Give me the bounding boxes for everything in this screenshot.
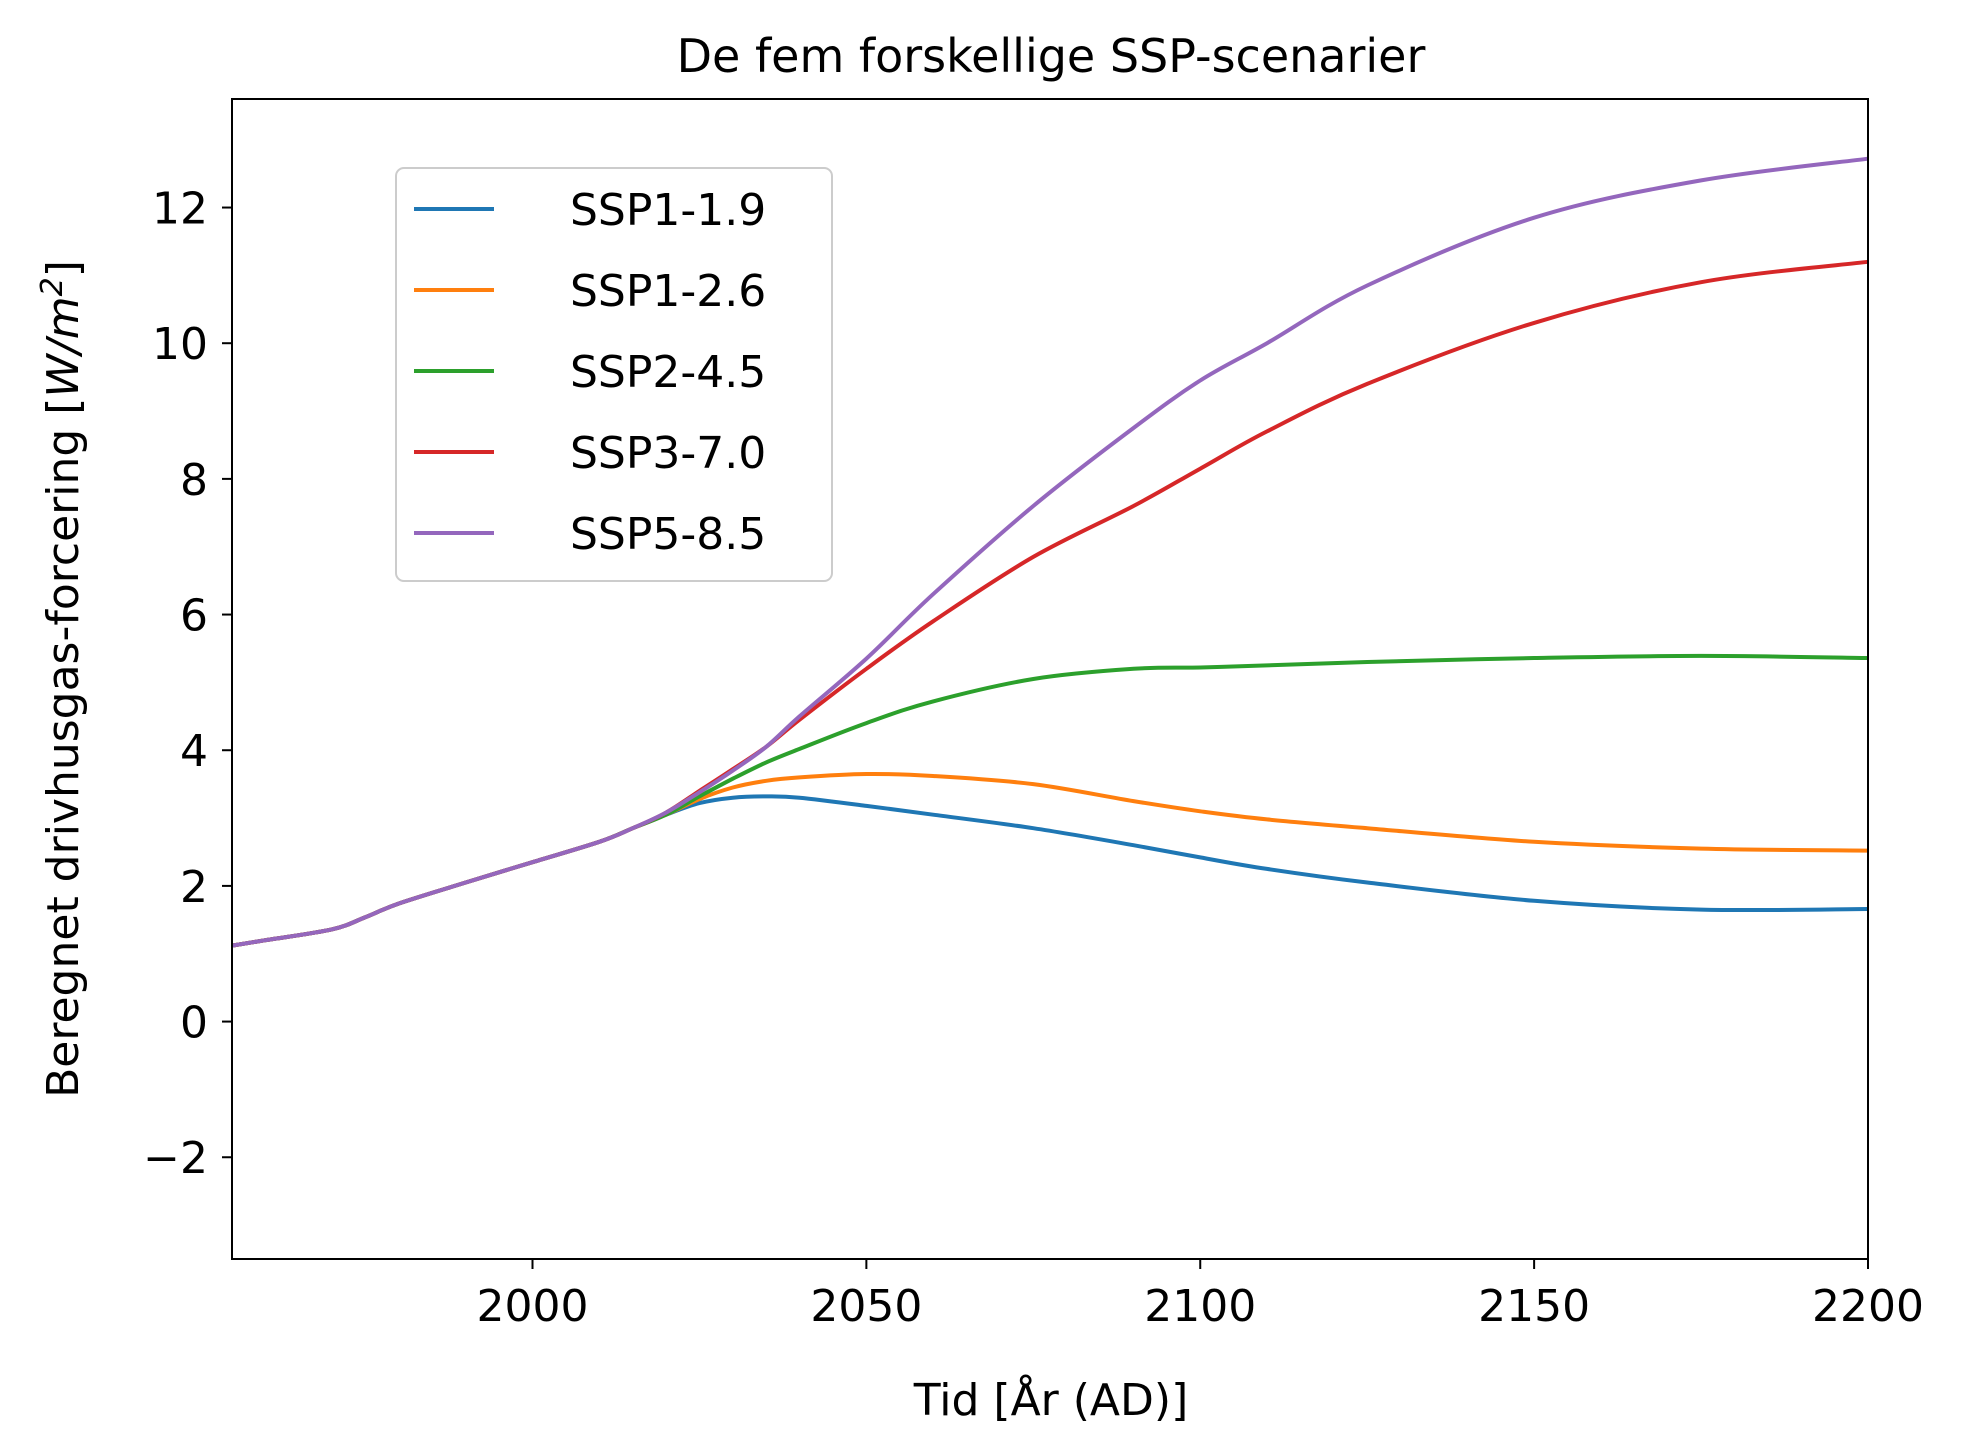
legend-label-4: SSP3-7.0 <box>570 428 766 479</box>
y-tick-label: 12 <box>152 184 208 235</box>
x-axis-label: Tid [År (AD)] <box>913 1373 1188 1426</box>
x-tick-label: 2100 <box>1144 1281 1256 1332</box>
legend-label-3: SSP2-4.5 <box>570 347 766 398</box>
x-tick-label: 2000 <box>476 1281 588 1332</box>
y-axis-label: Beregnet drivhusgas-forcering [W/m2] <box>35 260 89 1098</box>
y-tick-label: 10 <box>152 319 208 370</box>
x-axis-ticks: 2000 2050 2100 2150 2200 <box>476 1259 1924 1332</box>
y-tick-label: 4 <box>180 726 208 777</box>
y-axis-ticks: −2 0 2 4 6 8 10 12 <box>143 184 232 1184</box>
legend-label-5: SSP5-8.5 <box>570 509 766 560</box>
y-axis-label-unit: W/m <box>38 296 89 397</box>
y-axis-label-text: Beregnet drivhusgas-forcering [ <box>38 398 89 1098</box>
x-tick-label: 2050 <box>810 1281 922 1332</box>
x-tick-label: 2200 <box>1812 1281 1924 1332</box>
y-tick-label: 0 <box>180 998 208 1049</box>
plot-frame <box>231 98 1869 1260</box>
series-layer <box>231 156 1869 948</box>
y-tick-label: −2 <box>143 1133 208 1184</box>
chart-title: De fem forskellige SSP-scenarier <box>677 29 1426 83</box>
legend-label-1: SSP1-1.9 <box>570 185 766 236</box>
y-axis-label-close: ] <box>38 260 89 277</box>
series-line-5 <box>231 156 1869 948</box>
y-tick-label: 2 <box>180 862 208 913</box>
legend-box <box>395 167 833 582</box>
legend-label-2: SSP1-2.6 <box>570 266 766 317</box>
y-tick-label: 6 <box>180 591 208 642</box>
y-axis-label-exponent: 2 <box>35 277 70 296</box>
x-tick-label: 2150 <box>1478 1281 1590 1332</box>
legend: SSP1-1.9 SSP1-2.6 SSP2-4.5 SSP3-7.0 SSP5-8.5 <box>395 167 833 582</box>
y-tick-label: 8 <box>180 455 208 506</box>
